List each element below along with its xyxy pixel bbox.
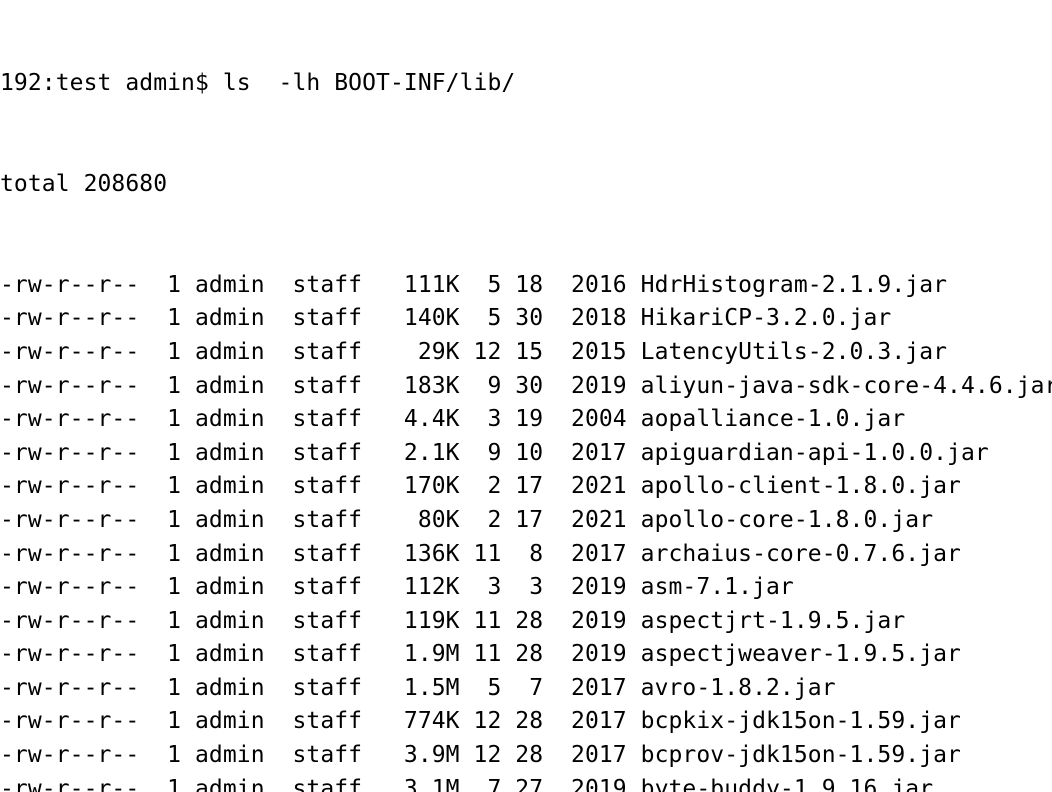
file-row: -rw-r--r-- 1 admin staff 183K 9 30 2019 …	[0, 372, 1052, 399]
file-row: -rw-r--r-- 1 admin staff 774K 12 28 2017…	[0, 708, 961, 735]
file-row: -rw-r--r-- 1 admin staff 4.4K 3 19 2004 …	[0, 406, 906, 433]
file-row: -rw-r--r-- 1 admin staff 140K 5 30 2018 …	[0, 305, 892, 332]
file-row: -rw-r--r-- 1 admin staff 3.1M 7 27 2019 …	[0, 775, 934, 792]
file-row: -rw-r--r-- 1 admin staff 136K 11 8 2017 …	[0, 540, 961, 567]
file-row: -rw-r--r-- 1 admin staff 170K 2 17 2021 …	[0, 473, 961, 500]
file-row: -rw-r--r-- 1 admin staff 119K 11 28 2019…	[0, 607, 906, 634]
file-row: -rw-r--r-- 1 admin staff 1.5M 5 7 2017 a…	[0, 674, 836, 701]
file-listing: -rw-r--r-- 1 admin staff 111K 5 18 2016 …	[0, 269, 1052, 792]
file-row: -rw-r--r-- 1 admin staff 1.9M 11 28 2019…	[0, 641, 961, 668]
file-row: -rw-r--r-- 1 admin staff 3.9M 12 28 2017…	[0, 742, 961, 769]
prompt-line: 192:test admin$ ls -lh BOOT-INF/lib/	[0, 70, 516, 97]
file-row: -rw-r--r-- 1 admin staff 29K 12 15 2015 …	[0, 338, 948, 365]
file-row: -rw-r--r-- 1 admin staff 112K 3 3 2019 a…	[0, 574, 794, 601]
file-row: -rw-r--r-- 1 admin staff 2.1K 9 10 2017 …	[0, 439, 989, 466]
total-line: total 208680	[0, 170, 168, 197]
file-row: -rw-r--r-- 1 admin staff 111K 5 18 2016 …	[0, 271, 948, 298]
file-row: -rw-r--r-- 1 admin staff 80K 2 17 2021 a…	[0, 506, 934, 533]
